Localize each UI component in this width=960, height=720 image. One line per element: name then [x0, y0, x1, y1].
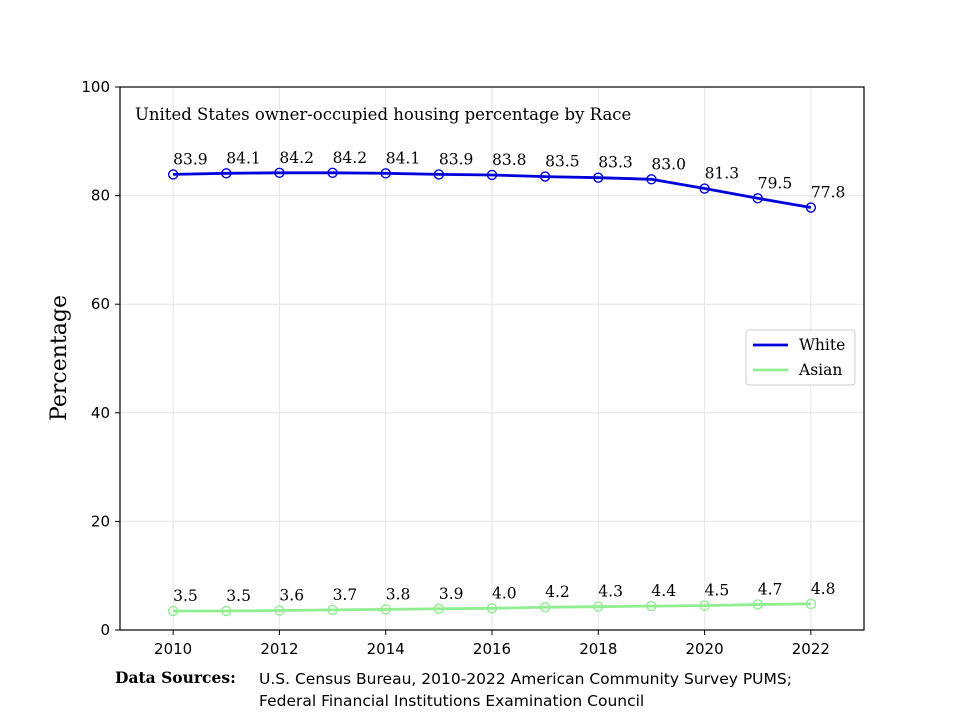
data-label: 3.5: [226, 587, 251, 605]
data-sources-line-2: Federal Financial Institutions Examinati…: [259, 692, 645, 710]
series-line-white: [173, 171, 812, 209]
x-tick-label: 2020: [685, 640, 723, 658]
series-line-asian: [173, 602, 811, 613]
y-tick-label: 40: [91, 404, 110, 422]
data-label: 83.0: [651, 155, 686, 173]
data-label: 3.9: [439, 585, 464, 603]
legend-label-asian: Asian: [798, 361, 842, 379]
data-point: [539, 171, 551, 182]
data-point: [646, 174, 657, 185]
data-label: 83.5: [545, 153, 580, 171]
data-label: 3.8: [386, 585, 411, 603]
y-tick-label: 60: [91, 295, 110, 313]
x-tick-label: 2012: [260, 640, 298, 658]
data-label: 84.2: [333, 149, 368, 167]
data-label: 83.8: [492, 151, 527, 169]
data-point: [274, 605, 285, 616]
legend: White Asian: [745, 329, 856, 386]
chart-title: United States owner-occupied housing per…: [135, 105, 631, 124]
data-point: [593, 172, 604, 183]
data-label: 84.2: [279, 149, 314, 167]
data-point: [699, 183, 710, 194]
data-label: 4.4: [651, 582, 676, 600]
x-tick-label: 2018: [579, 640, 617, 658]
series-layer: 83.9 84.1 84.2 84.2 84.1 83.9 83.8 83.5 83.3 83.0…: [167, 149, 846, 617]
data-label: 4.2: [545, 583, 570, 601]
data-point: [327, 167, 338, 178]
data-label: 4.0: [492, 584, 517, 602]
data-point: [646, 600, 657, 612]
y-axis-label: Percentage: [47, 295, 72, 421]
data-sources: Data Sources: U.S. Census Bureau, 2010-2…: [115, 668, 792, 712]
data-point: [167, 605, 179, 617]
data-label: 81.3: [705, 165, 740, 183]
data-point: [221, 168, 232, 179]
data-label: 4.8: [811, 580, 836, 598]
y-tick-label: 20: [91, 512, 110, 530]
data-point: [221, 605, 232, 617]
data-point: [805, 202, 817, 213]
data-point: [593, 601, 604, 612]
data-label: 3.7: [333, 586, 358, 604]
data-label: 84.1: [226, 149, 261, 167]
data-label: 4.5: [705, 582, 730, 600]
data-point: [433, 169, 445, 180]
x-tick-label: 2010: [154, 640, 192, 658]
data-label: 83.3: [598, 154, 633, 172]
data-point: [486, 603, 498, 614]
axes: 2010 2012 2014 2016 2018 2020 2022 0 20 40 60 80 100: [81, 78, 865, 658]
data-label: 4.3: [598, 583, 623, 601]
data-point: [327, 604, 338, 616]
data-label: 83.9: [173, 150, 208, 168]
y-tick-label: 80: [91, 187, 110, 205]
data-point: [752, 599, 763, 610]
data-label: 3.6: [279, 586, 304, 604]
data-label: 4.7: [758, 580, 783, 598]
data-point: [167, 169, 179, 180]
data-sources-text: U.S. Census Bureau, 2010-2022 American C…: [259, 668, 792, 712]
data-label: 83.9: [439, 150, 474, 168]
series-asian: 3.5 3.5 3.6 3.7 3.8 3.9 4.0 4.2 4.3 4.4 4.5 4.7 4.8: [167, 580, 836, 617]
data-point: [380, 168, 391, 179]
data-sources-line-1: U.S. Census Bureau, 2010-2022 American C…: [259, 670, 792, 688]
data-label: 77.8: [811, 184, 846, 202]
data-label: 3.5: [173, 587, 198, 605]
data-point: [699, 600, 710, 611]
x-tick-label: 2014: [367, 640, 405, 658]
y-tick-label: 100: [81, 78, 110, 96]
data-point: [274, 167, 285, 178]
x-tick-label: 2016: [473, 640, 511, 658]
data-sources-heading: Data Sources:: [115, 668, 236, 687]
data-point: [539, 601, 551, 613]
data-point: [433, 603, 445, 615]
y-tick-label: 0: [100, 621, 110, 639]
legend-label-white: White: [799, 336, 845, 354]
x-tick-label: 2022: [792, 640, 830, 658]
data-point: [805, 598, 817, 610]
data-point: [486, 169, 498, 181]
data-point: [380, 604, 391, 615]
data-point: [752, 193, 763, 204]
series-white: 83.9 84.1 84.2 84.2 84.1 83.9 83.8 83.5 83.3 83.0…: [167, 149, 846, 213]
data-label: 79.5: [758, 174, 793, 192]
data-label: 84.1: [386, 149, 421, 167]
